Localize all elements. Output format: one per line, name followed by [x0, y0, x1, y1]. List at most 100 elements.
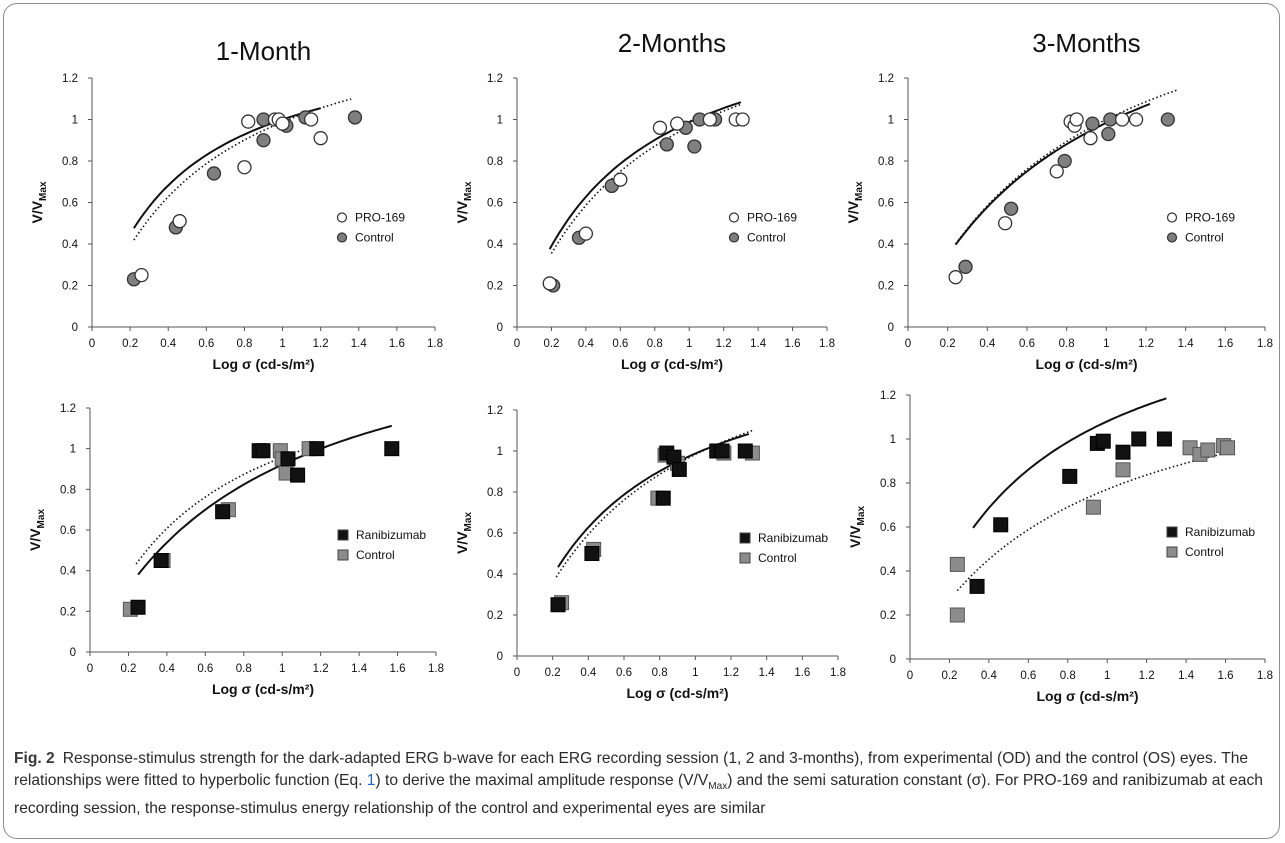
x-tick-label: 0 [87, 663, 93, 675]
x-tick-label: 0.8 [647, 338, 663, 350]
x-tick-label: 0.2 [120, 663, 136, 675]
y-tick-label: 0.4 [487, 239, 504, 251]
y-tick-label: 0 [888, 322, 894, 334]
y-tick-label: 0.2 [880, 610, 896, 622]
data-point-ranibizumab [290, 467, 306, 483]
equation-link[interactable]: 1 [366, 772, 376, 789]
data-point-ranibizumab [280, 451, 296, 467]
y-tick-label: 0.6 [62, 198, 78, 210]
x-tick-label: 1.8 [1257, 670, 1273, 682]
x-tick-label: 0.8 [236, 663, 252, 675]
y-tick-label: 1.2 [878, 73, 894, 85]
x-tick-label: 0.6 [1019, 338, 1035, 350]
y-tick-label: 1 [72, 115, 78, 127]
y-tick-label: 0.4 [62, 239, 79, 251]
x-tick-label: 1.2 [313, 663, 329, 675]
fit-curve-ranibizumab [972, 397, 1167, 529]
fit-curve-pro-169 [133, 107, 321, 229]
legend-marker [739, 532, 751, 544]
y-tick-label: 0.4 [878, 239, 895, 251]
data-point-ranibizumab [1095, 433, 1111, 449]
data-point-pro-169 [998, 216, 1013, 231]
legend-marker [1166, 212, 1178, 223]
chart-panel-2: 2-Months 0 0.2 0.4 0.6 0.8 1 1.2 0 0.2 0.4 0.6 0.8 1 1… [454, 28, 835, 372]
data-point-ranibizumab [671, 461, 687, 477]
data-point-ranibizumab [1115, 444, 1131, 460]
x-tick-label: 0 [514, 667, 520, 679]
x-tick-label: 1.6 [1217, 338, 1233, 350]
legend-label: Control [355, 231, 394, 245]
chart-title: 3-Months [1032, 28, 1140, 58]
data-point-control [687, 139, 702, 154]
x-tick-label: 1.4 [1178, 338, 1195, 350]
x-tick-label: 0.6 [612, 338, 628, 350]
x-tick-label: 1 [686, 338, 692, 350]
legend-label: Ranibizumab [1185, 525, 1255, 539]
legend-label: PRO-169 [747, 211, 797, 225]
x-tick-label: 1.8 [819, 338, 835, 350]
x-tick-label: 1.2 [723, 667, 739, 679]
legend-marker [1166, 232, 1178, 243]
data-point-ranibizumab [1131, 431, 1147, 447]
y-tick-label: 0.2 [487, 610, 503, 622]
x-tick-label: 1.2 [1138, 338, 1154, 350]
data-point-pro-169 [542, 276, 557, 291]
data-point-pro-169 [948, 270, 963, 285]
x-tick-label: 1.6 [794, 667, 810, 679]
y-tick-label: 0.4 [487, 569, 504, 581]
data-point-pro-169 [172, 214, 187, 229]
data-point-pro-169 [613, 172, 628, 187]
y-axis-label: V/VMax [847, 506, 867, 548]
x-tick-label: 0.2 [122, 338, 138, 350]
x-axis-label: Log σ (cd-s/m²) [212, 356, 314, 372]
data-point-pro-169 [1128, 112, 1144, 127]
y-tick-label: 1 [497, 446, 503, 458]
y-axis-label: V/VMax [454, 181, 474, 223]
data-point-ranibizumab [1156, 431, 1172, 447]
chart-panel-3: 3-Months 0 0.2 0.4 0.6 0.8 1 1.2 0 0.2 0.4 0.6 0.8 1 1… [845, 28, 1273, 372]
y-tick-label: 0.8 [487, 156, 503, 168]
x-tick-label: 1.4 [759, 667, 776, 679]
x-tick-label: 0.6 [1020, 670, 1036, 682]
data-point-control [1003, 201, 1019, 216]
x-tick-label: 0.8 [1060, 670, 1076, 682]
y-axis-label: V/VMax [29, 181, 49, 223]
y-tick-label: 0.4 [880, 566, 897, 578]
y-tick-label: 0.2 [62, 281, 78, 293]
legend-label: Ranibizumab [758, 531, 828, 545]
chart-title: 2-Months [618, 28, 726, 58]
x-axis-label: Log σ (cd-s/m²) [1036, 688, 1138, 704]
data-point-pro-169 [275, 116, 290, 131]
data-point-pro-169 [303, 112, 319, 127]
x-axis-label: Log σ (cd-s/m²) [621, 356, 723, 372]
caption-text-3: ) and the semi saturation constant (σ). … [14, 772, 1263, 818]
data-point-ranibizumab [584, 546, 600, 561]
data-point-ranibizumab [737, 443, 753, 459]
legend-label: Control [747, 231, 786, 245]
x-tick-label: 1 [692, 667, 698, 679]
legend-label: Control [1185, 231, 1224, 245]
x-tick-label: 0.2 [940, 338, 956, 350]
legend-label: Control [356, 548, 395, 562]
legend-marker [336, 232, 348, 243]
data-point-pro-169 [134, 267, 149, 283]
y-tick-label: 0.2 [60, 606, 76, 618]
x-axis-label: Log σ (cd-s/m²) [212, 681, 314, 697]
x-tick-label: 0 [514, 338, 520, 350]
data-point-control [206, 166, 222, 181]
data-point-pro-169 [241, 114, 256, 129]
y-tick-label: 1.2 [487, 405, 503, 417]
fit-curve-control [555, 429, 753, 578]
chart-panel-6: 0 0.2 0.4 0.6 0.8 1 1.2 0 0.2 0.4 0.6 0.8 1 1.2 1.4 1.6… [847, 390, 1273, 704]
y-tick-label: 1.2 [60, 403, 76, 415]
y-tick-label: 1 [70, 444, 76, 456]
y-tick-label: 0.6 [880, 522, 896, 534]
fit-curve-control [956, 452, 1226, 592]
x-axis-label: Log σ (cd-s/m²) [1035, 356, 1137, 372]
x-tick-label: 0.8 [236, 338, 252, 350]
x-tick-label: 0 [905, 338, 911, 350]
y-tick-label: 0.6 [60, 525, 76, 537]
chart-panel-5: 0 0.2 0.4 0.6 0.8 1 1.2 0 0.2 0.4 0.6 0.8 1 1.2 1.4 1.6… [454, 405, 846, 701]
data-point-control [347, 110, 363, 125]
data-point-control [949, 556, 965, 572]
